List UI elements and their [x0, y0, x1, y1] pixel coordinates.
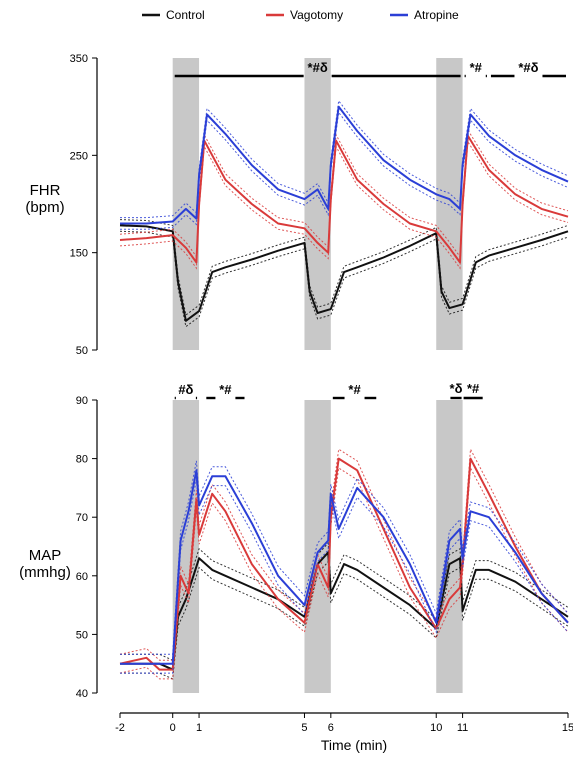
series-sem-upper-atropine: [120, 460, 569, 655]
significance-label: *#δ: [308, 60, 328, 75]
fhr-panel: 50 150 250 350 FHR (bpm) *#δ *# *#δ: [25, 53, 569, 357]
series-line-atropine: [120, 469, 569, 665]
series-line-atropine: [120, 105, 569, 225]
y-axis-label: MAP (mmhg): [19, 547, 71, 581]
stim-shade-1: [172, 400, 200, 693]
series-line-control: [119, 224, 569, 322]
significance-label: #δ: [178, 382, 193, 397]
legend-label-vagotomy: Vagotomy: [290, 8, 343, 22]
stim-shade-1: [172, 58, 200, 350]
y-tick-label: 40: [76, 688, 88, 700]
y-tick-label: 50: [76, 345, 88, 357]
x-tick-label: 1: [196, 722, 202, 734]
legend: Control Vagotomy Atropine: [142, 8, 459, 22]
legend-label-control: Control: [166, 8, 205, 22]
y-tick-label: 350: [70, 53, 88, 65]
x-axis-label: Time (min): [321, 737, 387, 753]
significance-label: *#: [467, 381, 480, 396]
stim-shade-3: [436, 58, 463, 350]
x-tick-label: 0: [170, 722, 176, 734]
y-tick-label: 150: [70, 248, 88, 260]
x-tick-label: 6: [328, 722, 334, 734]
legend-label-atropine: Atropine: [414, 8, 459, 22]
series-sem-upper-control: [119, 219, 569, 316]
y-tick-label: 50: [76, 629, 88, 641]
significance-label: *#δ: [518, 60, 538, 75]
y-tick-label: 60: [76, 571, 88, 583]
y-axis-label: FHR (bpm): [25, 182, 64, 216]
y-tick-label: 80: [76, 454, 88, 466]
map-panel: 40 50 60 70 80 90 MAP (mmhg) #δ *# *# *δ *#: [19, 381, 569, 700]
x-tick-label: 5: [301, 722, 307, 734]
series-sem-lower-control: [119, 230, 569, 328]
x-tick-label: 10: [430, 722, 442, 734]
y-tick-label: 90: [76, 395, 88, 407]
significance-label: *#: [348, 382, 361, 397]
x-tick-label: 11: [457, 722, 468, 734]
significance-label: *#: [219, 382, 232, 397]
significance-label: *δ: [450, 381, 463, 396]
series-sem-lower-atropine: [120, 479, 569, 674]
x-tick-label: -2: [115, 722, 125, 734]
x-tick-label: 15: [562, 722, 573, 734]
significance-label: *#: [470, 60, 483, 75]
y-tick-label: 70: [76, 512, 88, 524]
y-tick-label: 250: [70, 150, 88, 162]
series-line-vagotomy: [119, 457, 569, 671]
stim-shade-2: [304, 400, 331, 693]
series-line-vagotomy: [119, 134, 569, 264]
